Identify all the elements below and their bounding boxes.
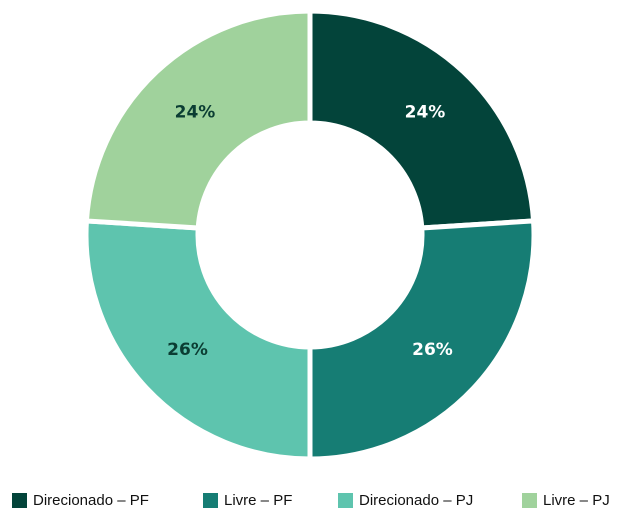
value-label: 24% <box>175 103 216 123</box>
legend-label: Direcionado – PF <box>33 492 149 509</box>
slice <box>307 218 537 462</box>
legend-swatch <box>203 493 218 508</box>
legend-swatch <box>12 493 27 508</box>
legend-swatch <box>522 493 537 508</box>
value-label: 26% <box>412 340 453 360</box>
slice <box>83 8 313 231</box>
value-label: 24% <box>405 103 446 123</box>
legend-label: Livre – PJ <box>543 492 610 509</box>
legend-label: Livre – PF <box>224 492 292 509</box>
value-label: 26% <box>167 340 208 360</box>
slice <box>83 218 313 462</box>
legend-label: Direcionado – PJ <box>359 492 473 509</box>
slice <box>307 8 537 231</box>
legend-swatch <box>338 493 353 508</box>
